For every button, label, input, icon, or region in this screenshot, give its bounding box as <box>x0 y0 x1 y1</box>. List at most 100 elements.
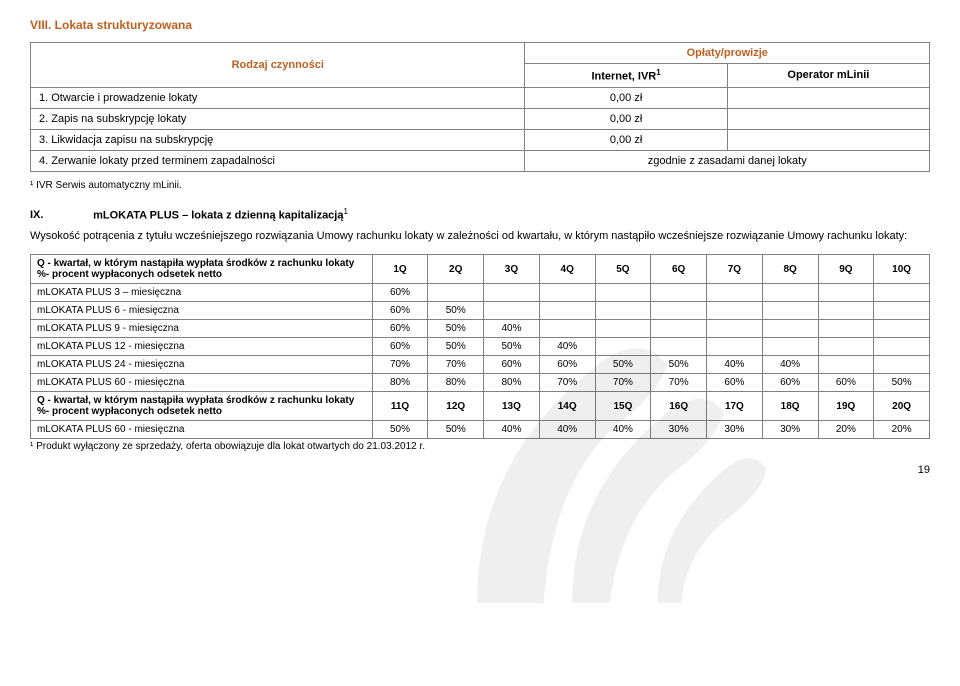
table-row-value <box>651 284 707 302</box>
table-row-value <box>762 284 818 302</box>
table-header-quarter: 7Q <box>707 255 763 284</box>
table-row-value: 50% <box>651 356 707 374</box>
table-header-quarter: 19Q <box>818 392 874 421</box>
section-9-footnote: ¹ Produkt wyłączony ze sprzedaży, oferta… <box>30 441 930 452</box>
table-row-value: 50% <box>428 320 484 338</box>
table-row-value: 30% <box>651 421 707 439</box>
table-header-quarter: 8Q <box>762 255 818 284</box>
table-row-value: 60% <box>372 320 428 338</box>
table-row-value <box>595 302 651 320</box>
table-row-value: 80% <box>428 374 484 392</box>
table-header-quarter: 10Q <box>874 255 930 284</box>
table-row-value: 60% <box>372 284 428 302</box>
table-row-value: 40% <box>484 320 540 338</box>
header-internet-sup: 1 <box>656 68 660 77</box>
table-row-label: mLOKATA PLUS 6 - miesięczna <box>31 302 373 320</box>
table-row-value <box>818 356 874 374</box>
header-operator: Operator mLinii <box>727 64 929 88</box>
table-row-value: 60% <box>818 374 874 392</box>
table-row-value <box>762 320 818 338</box>
table-row-value <box>727 108 929 129</box>
table-row-value <box>762 302 818 320</box>
table-header-quarter: 5Q <box>595 255 651 284</box>
section-9-title: mLOKATA PLUS – lokata z dzienną kapitali… <box>93 209 343 221</box>
table-row-value: 30% <box>762 421 818 439</box>
table-header-label: Q - kwartał, w którym nastąpiła wypłata … <box>31 392 373 421</box>
table-row-value <box>539 320 595 338</box>
table-header-quarter: 9Q <box>818 255 874 284</box>
table-row-value: 50% <box>874 374 930 392</box>
table-header-quarter: 14Q <box>539 392 595 421</box>
header-internet: Internet, IVR1 <box>525 64 727 88</box>
table-row-value: 70% <box>428 356 484 374</box>
table-header-quarter: 16Q <box>651 392 707 421</box>
table-row-value: zgodnie z zasadami danej lokaty <box>525 150 930 171</box>
table-row-value <box>707 338 763 356</box>
table-row-value: 40% <box>539 338 595 356</box>
table-row-value <box>818 338 874 356</box>
table-row-value <box>484 302 540 320</box>
table-row-value <box>818 320 874 338</box>
table-row-value <box>762 338 818 356</box>
table-row-label: mLOKATA PLUS 24 - miesięczna <box>31 356 373 374</box>
page-number: 19 <box>918 464 930 476</box>
table-row-value: 60% <box>372 302 428 320</box>
table-row-value <box>874 284 930 302</box>
table-row-value <box>874 320 930 338</box>
table-row-value: 50% <box>428 338 484 356</box>
table-header-quarter: 15Q <box>595 392 651 421</box>
table-row-value <box>484 284 540 302</box>
table-row-value: 60% <box>484 356 540 374</box>
deduction-table: Q - kwartał, w którym nastąpiła wypłata … <box>30 254 930 439</box>
table-row-value: 60% <box>707 374 763 392</box>
table-row-value: 50% <box>428 421 484 439</box>
table-row-value: 70% <box>595 374 651 392</box>
table-row-value <box>818 284 874 302</box>
table-row-value: 50% <box>372 421 428 439</box>
table-header-quarter: 17Q <box>707 392 763 421</box>
table-row-value <box>818 302 874 320</box>
table-row-value: 80% <box>372 374 428 392</box>
table-row-label: mLOKATA PLUS 9 - miesięczna <box>31 320 373 338</box>
table-row-value <box>595 284 651 302</box>
table-header-quarter: 2Q <box>428 255 484 284</box>
header-internet-text: Internet, IVR <box>591 71 656 83</box>
table-header-quarter: 20Q <box>874 392 930 421</box>
table-header-label: Q - kwartał, w którym nastąpiła wypłata … <box>31 255 373 284</box>
table-row-value: 0,00 zł <box>525 129 727 150</box>
section-9-sup: 1 <box>343 207 347 216</box>
section-8-footnote: ¹ IVR Serwis automatyczny mLinii. <box>30 180 930 191</box>
table-row-value: 30% <box>707 421 763 439</box>
table-header-quarter: 12Q <box>428 392 484 421</box>
table-row-value <box>428 284 484 302</box>
table-row-value <box>595 338 651 356</box>
table-row-value: 60% <box>762 374 818 392</box>
table-header-quarter: 18Q <box>762 392 818 421</box>
table-row-value <box>651 302 707 320</box>
table-row-value: 70% <box>539 374 595 392</box>
table-header-quarter: 13Q <box>484 392 540 421</box>
section-9-heading: IX. mLOKATA PLUS – lokata z dzienną kapi… <box>30 207 930 222</box>
table-header-quarter: 4Q <box>539 255 595 284</box>
table-row-value: 40% <box>484 421 540 439</box>
table-row-value: 40% <box>595 421 651 439</box>
table-row-value: 20% <box>818 421 874 439</box>
table-row-value: 50% <box>484 338 540 356</box>
table-row-value <box>727 87 929 108</box>
table-header-quarter: 11Q <box>372 392 428 421</box>
table-row-value: 20% <box>874 421 930 439</box>
table-row-value <box>874 356 930 374</box>
header-fees: Opłaty/prowizje <box>525 43 930 64</box>
table-row-value <box>727 129 929 150</box>
table-header-quarter: 1Q <box>372 255 428 284</box>
table-row-value: 40% <box>762 356 818 374</box>
table-row-value: 50% <box>428 302 484 320</box>
table-row-value <box>651 320 707 338</box>
table-row-value: 50% <box>595 356 651 374</box>
fees-table: Rodzaj czynności Opłaty/prowizje Interne… <box>30 42 930 172</box>
table-row-value <box>539 302 595 320</box>
table-row-value: 70% <box>372 356 428 374</box>
section-9-num: IX. <box>30 209 90 221</box>
table-row-label: 1. Otwarcie i prowadzenie lokaty <box>31 87 525 108</box>
table-row-value: 60% <box>539 356 595 374</box>
